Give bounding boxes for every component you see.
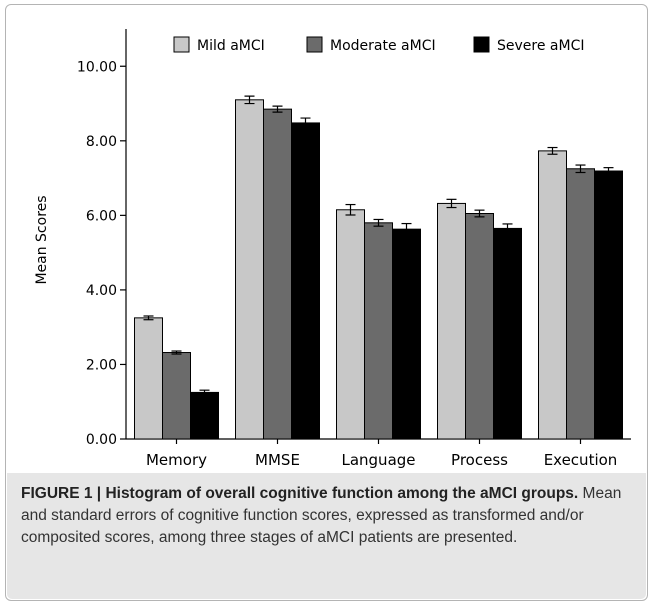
chart-bars — [134, 95, 623, 440]
chart-axes: 0.00 2.00 4.00 6.00 8.00 10.00 Memory MMSE Langu… — [77, 29, 631, 469]
y-axis-label: Mean Scores — [34, 195, 50, 284]
x-tick-label: Process — [451, 451, 508, 469]
caption-title: Histogram of overall cognitive function … — [105, 485, 579, 502]
bar — [392, 228, 421, 440]
legend-label: Mild aMCI — [197, 38, 265, 54]
caption-label: FIGURE 1 | — [21, 485, 106, 502]
bar — [263, 108, 292, 440]
x-tick-label: MMSE — [255, 451, 300, 469]
legend-label: Moderate aMCI — [330, 38, 436, 54]
bar — [594, 170, 623, 440]
caption-panel: FIGURE 1 | Histogram of overall cognitiv… — [7, 473, 646, 599]
x-tick-label: Execution — [544, 451, 618, 469]
y-tick-label: 0.00 — [86, 432, 117, 448]
x-tick-label: Memory — [146, 451, 207, 469]
legend-swatch — [306, 36, 323, 53]
bar — [465, 213, 494, 440]
bar — [364, 222, 393, 440]
figure-frame: Mild aMCI Moderate aMCI Severe aMCI Mean S… — [5, 4, 648, 601]
bar — [437, 202, 466, 440]
y-tick-label: 6.00 — [86, 208, 117, 224]
y-tick-label: 2.00 — [86, 357, 117, 373]
legend-swatch — [473, 36, 490, 53]
y-tick-label: 4.00 — [86, 283, 117, 299]
bar — [190, 391, 219, 440]
bar — [538, 150, 567, 440]
x-tick-label: Language — [341, 451, 415, 469]
bar — [162, 352, 191, 440]
bar — [134, 317, 163, 440]
figure-caption: FIGURE 1 | Histogram of overall cognitiv… — [21, 483, 639, 549]
bar — [336, 209, 365, 440]
legend-swatch — [173, 36, 190, 53]
bar — [235, 99, 264, 440]
bar-chart: Mild aMCI Moderate aMCI Severe aMCI Mean S… — [34, 29, 631, 469]
chart-legend: Mild aMCI Moderate aMCI Severe aMCI — [173, 36, 584, 54]
bar — [493, 227, 522, 440]
legend-label: Severe aMCI — [497, 38, 584, 54]
bar — [566, 168, 595, 440]
y-tick-label: 10.00 — [77, 59, 117, 75]
y-tick-label: 8.00 — [86, 134, 117, 150]
caption-body: Mean and standard errors of cognitive fu… — [21, 485, 622, 546]
bar — [291, 122, 320, 440]
